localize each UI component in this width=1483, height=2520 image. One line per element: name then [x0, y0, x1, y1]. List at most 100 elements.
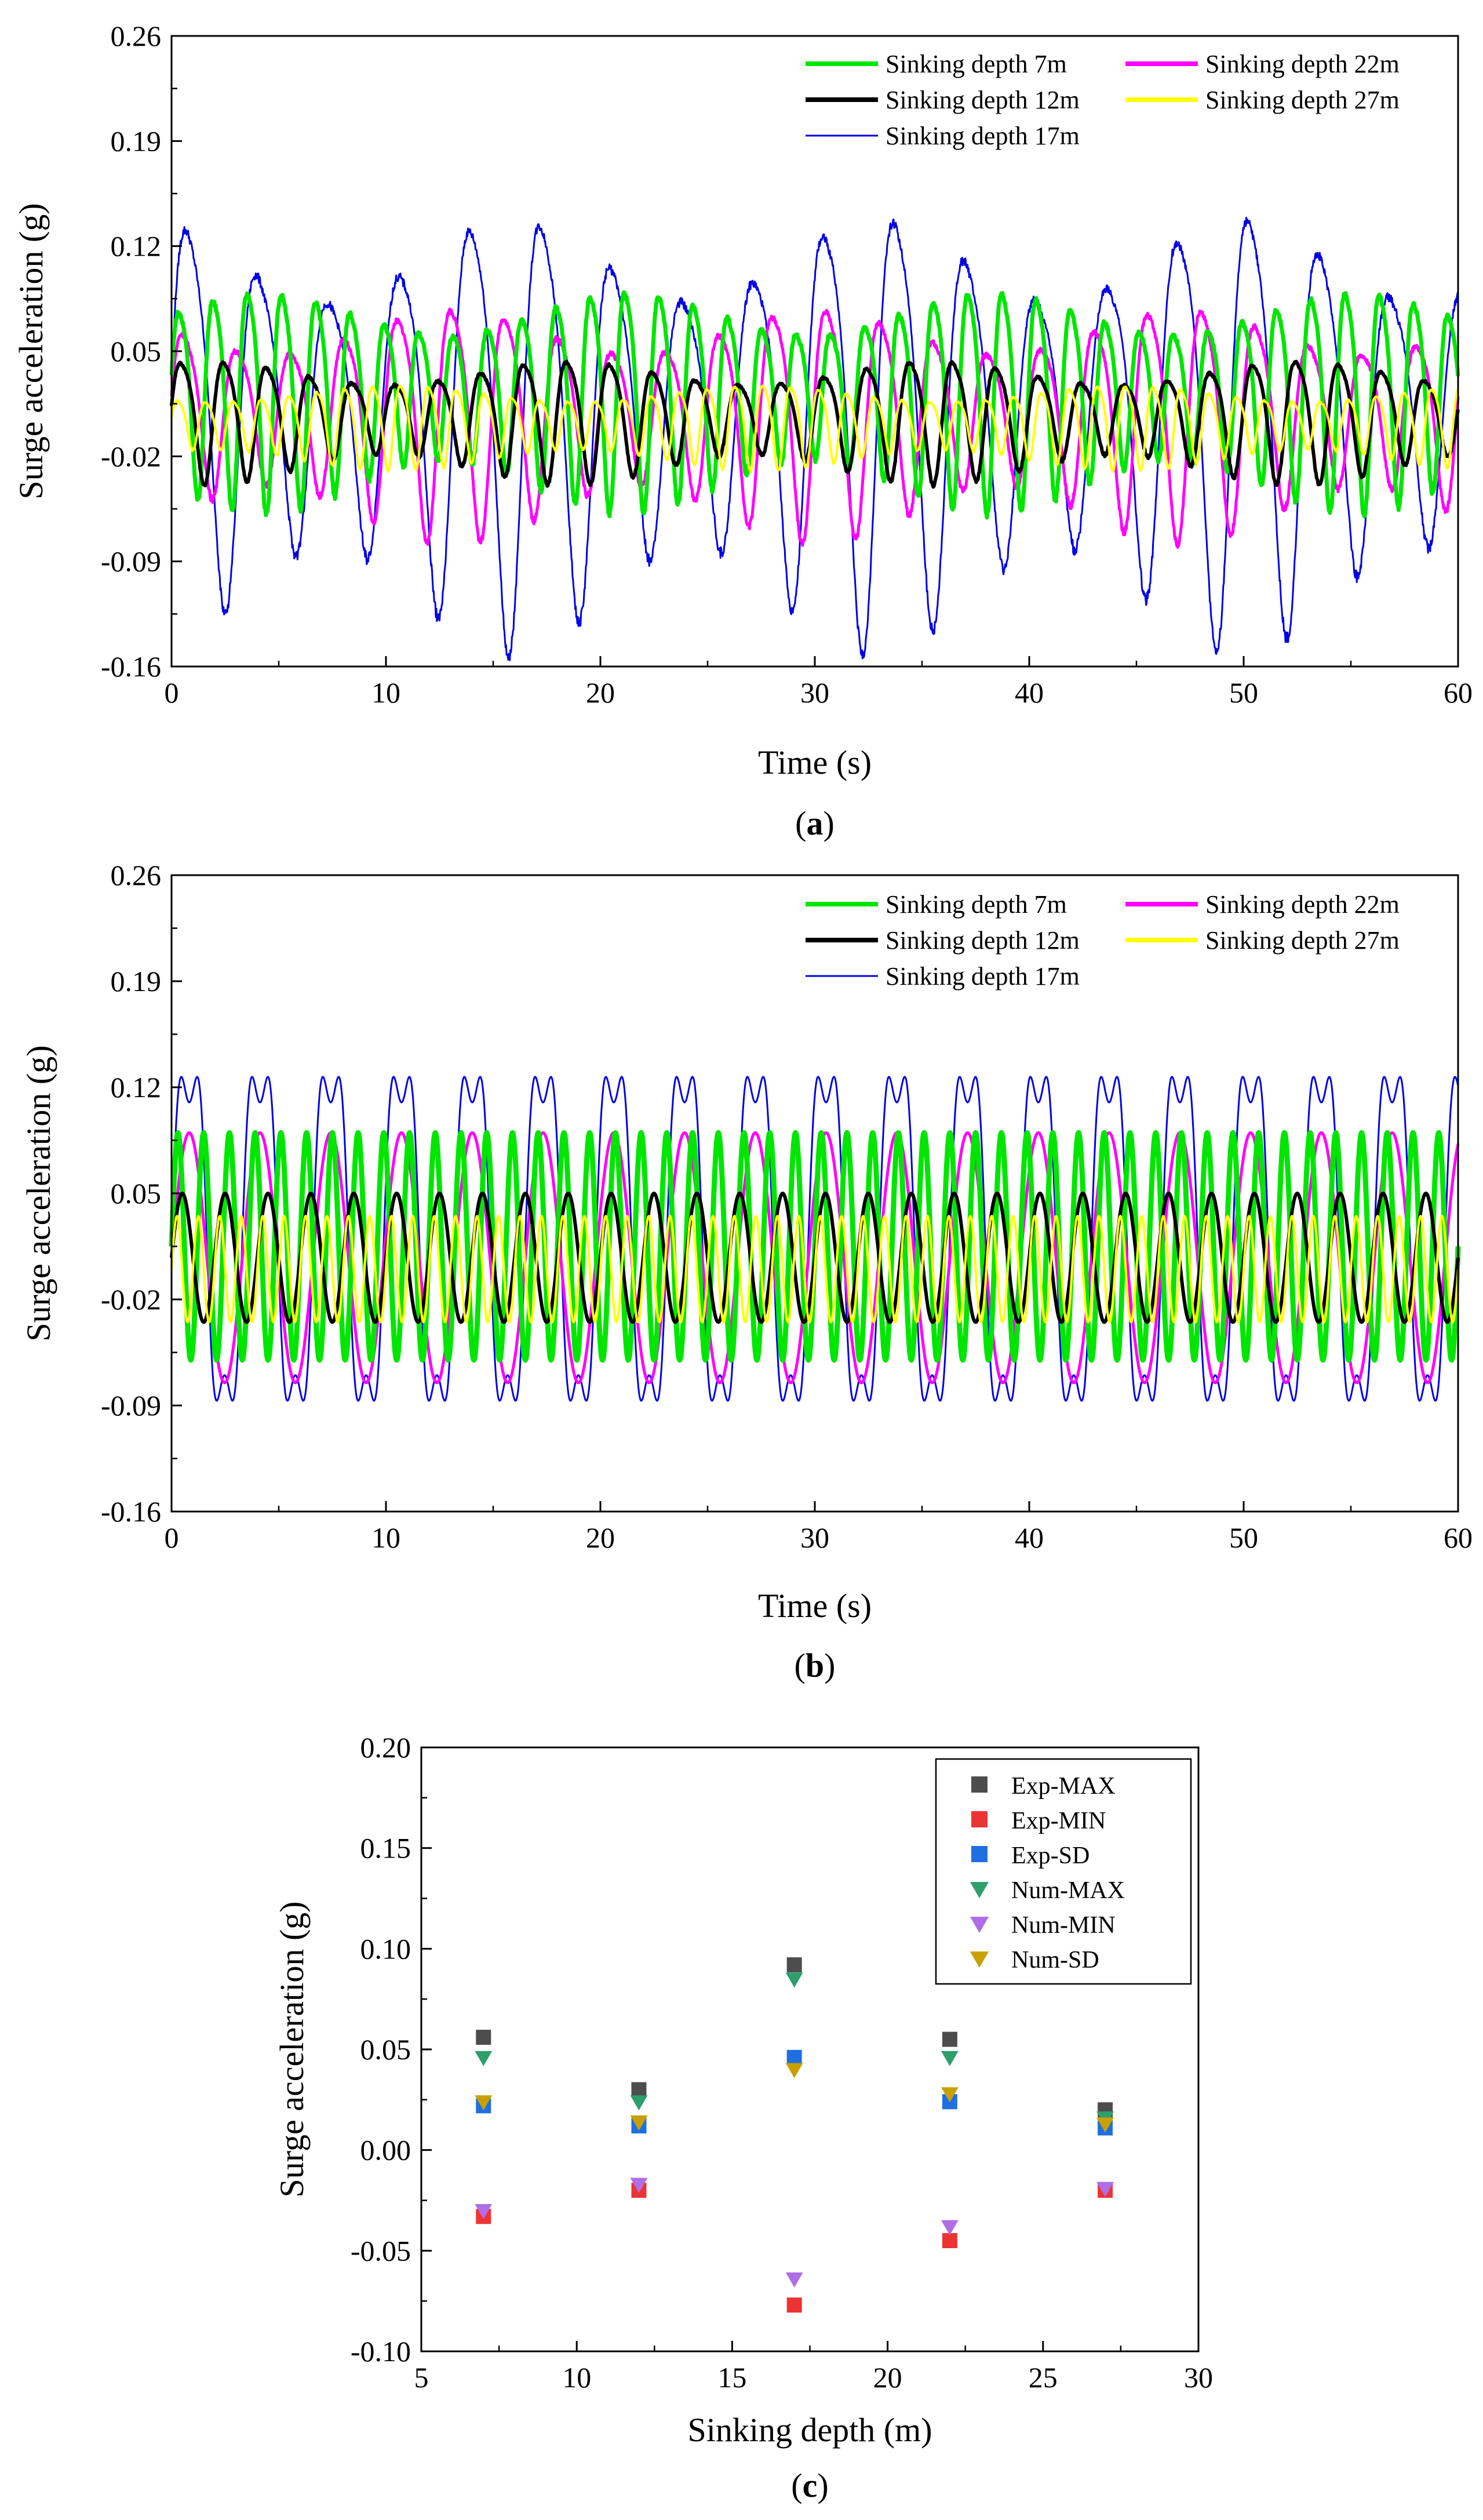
legend-item: Sinking depth 17m	[806, 122, 1080, 150]
y-tick-label: 0.26	[111, 20, 162, 52]
point-num-sd	[941, 2087, 959, 2103]
panel-a-legend: Sinking depth 7m Sinking depth 22m Sinking…	[806, 50, 1400, 150]
legend-label: Sinking depth 17m	[886, 122, 1080, 150]
x-tick-label: 10	[371, 1521, 400, 1554]
y-tick-label: -0.09	[101, 545, 161, 578]
panel-a-x-axis: 0 10 20 30 40 50 60	[165, 656, 1473, 709]
legend-item: Sinking depth 7m	[806, 50, 1067, 78]
panel-a-caption: (a)	[795, 804, 835, 842]
panel-b-x-axis: 0 10 20 30 40 50 60	[165, 1501, 1473, 1554]
legend-label: Sinking depth 22m	[1205, 50, 1400, 78]
point-num-min	[475, 2204, 493, 2219]
point-exp-sd	[786, 2049, 802, 2065]
legend-item: Sinking depth 22m	[1125, 890, 1400, 919]
legend-marker	[970, 1951, 989, 1968]
panel-a-series	[169, 217, 1460, 661]
panel-b-caption: (b)	[795, 1647, 836, 1684]
x-tick-label: 40	[1015, 1521, 1044, 1554]
panel-c-points	[475, 1957, 1114, 2313]
legend-marker	[970, 1917, 989, 1933]
panel-c: 5 10 15 20 25 30 -0.10 -0.05 0.00 0.05 0.10 0.15 0.…	[273, 1731, 1213, 2504]
series-line-sinking-depth-27m	[170, 1215, 1459, 1324]
x-tick-label: 10	[562, 2361, 591, 2394]
x-tick-label: 40	[1015, 676, 1044, 709]
panel-c-legend: Exp-MAX Exp-MIN Exp-SD Num-MAX Num-MIN Num-SD	[935, 1758, 1192, 1985]
legend-label: Exp-SD	[1011, 1842, 1090, 1869]
y-tick-label: -0.16	[101, 650, 161, 683]
point-num-sd	[1096, 2117, 1114, 2133]
series-line-sinking-depth-27m	[170, 384, 1459, 474]
y-tick-label: 0.10	[360, 1932, 411, 1965]
y-tick-label: 0.19	[111, 125, 162, 157]
panel-a-y-axis: -0.16 -0.09 -0.02 0.05 0.12 0.19 0.26	[101, 20, 182, 683]
legend-label: Num-MAX	[1011, 1877, 1125, 1904]
y-tick-label: -0.10	[351, 2335, 411, 2368]
x-tick-label: 30	[1184, 2361, 1213, 2394]
series-line-sinking-depth-7m	[169, 290, 1460, 520]
x-tick-label: 50	[1229, 676, 1258, 709]
legend-label: Sinking depth 12m	[886, 86, 1080, 114]
point-num-max	[941, 2051, 959, 2066]
y-tick-label: -0.02	[101, 1283, 161, 1316]
legend-marker	[970, 1882, 989, 1899]
legend-item: Sinking depth 22m	[1125, 50, 1400, 78]
y-tick-label: -0.05	[351, 2234, 411, 2267]
panel-a-caption-letter: a	[807, 804, 824, 842]
x-tick-label: 20	[873, 2361, 902, 2394]
x-tick-label: 50	[1229, 1521, 1258, 1554]
series-line-sinking-depth-17m	[170, 217, 1459, 661]
y-tick-label: -0.09	[101, 1389, 161, 1422]
point-exp-max	[631, 2082, 647, 2097]
legend-label: Exp-MAX	[1011, 1773, 1116, 1800]
panel-a-y-axis-title: Surge acceleration (g)	[12, 203, 50, 499]
panel-a-x-axis-title: Time (s)	[758, 744, 872, 781]
point-num-min	[941, 2220, 959, 2235]
x-tick-label: 10	[371, 676, 400, 709]
point-num-min	[1096, 2182, 1114, 2197]
legend-item: Sinking depth 27m	[1125, 86, 1400, 114]
x-tick-label: 30	[800, 676, 829, 709]
legend-label: Num-SD	[1011, 1947, 1099, 1973]
panel-b-x-axis-title: Time (s)	[758, 1587, 872, 1625]
legend-item: Num-MIN	[970, 1912, 1116, 1939]
x-tick-label: 0	[165, 676, 179, 709]
legend-label: Sinking depth 27m	[1205, 926, 1400, 955]
y-tick-label: 0.05	[111, 1177, 162, 1210]
point-exp-max	[786, 1957, 802, 1973]
series-line-sinking-depth-12m	[170, 359, 1460, 489]
legend-label: Exp-MIN	[1011, 1808, 1106, 1834]
point-num-max	[475, 2051, 493, 2066]
legend-item: Num-MAX	[970, 1877, 1125, 1904]
legend-label: Sinking depth 17m	[886, 962, 1080, 990]
panel-b-y-axis: -0.16 -0.09 -0.02 0.05 0.12 0.19 0.26	[101, 859, 182, 1528]
point-num-max	[785, 1972, 803, 1988]
panel-b-series	[169, 1076, 1461, 1402]
x-tick-label: 0	[165, 1521, 179, 1554]
panel-c-y-axis-title: Surge acceleration (g)	[273, 1901, 311, 2197]
legend-label: Sinking depth 7m	[886, 890, 1067, 919]
y-tick-label: 0.05	[111, 335, 162, 367]
legend-item: Sinking depth 12m	[806, 926, 1080, 955]
y-tick-label: 0.05	[360, 2033, 411, 2066]
panel-b: 0 10 20 30 40 50 60 -0.16 -0.09 -0.02 0.05 0.12 0.1…	[20, 859, 1473, 1684]
legend-label: Sinking depth 12m	[886, 926, 1080, 955]
x-tick-label: 60	[1444, 1521, 1473, 1554]
point-exp-min	[786, 2297, 802, 2313]
x-tick-label: 15	[717, 2361, 746, 2394]
legend-item: Exp-SD	[971, 1842, 1090, 1869]
legend-marker	[971, 1846, 988, 1862]
legend-item: Exp-MAX	[971, 1773, 1116, 1800]
panel-a-plot-frame	[170, 35, 1459, 668]
legend-marker	[971, 1811, 988, 1827]
y-tick-label: -0.02	[101, 440, 161, 472]
y-tick-label: 0.15	[360, 1832, 411, 1864]
x-tick-label: 25	[1029, 2361, 1058, 2394]
point-num-sd	[630, 2115, 648, 2131]
x-tick-label: 20	[586, 676, 615, 709]
panel-b-caption-letter: b	[806, 1647, 824, 1684]
point-num-max	[630, 2095, 648, 2111]
point-exp-max	[476, 2030, 491, 2045]
point-exp-min	[942, 2233, 957, 2248]
panel-a: 0 10 20 30 40 50 60 -0.16 -0.09 -0.02 0.05 0.12 0.1…	[12, 20, 1473, 842]
